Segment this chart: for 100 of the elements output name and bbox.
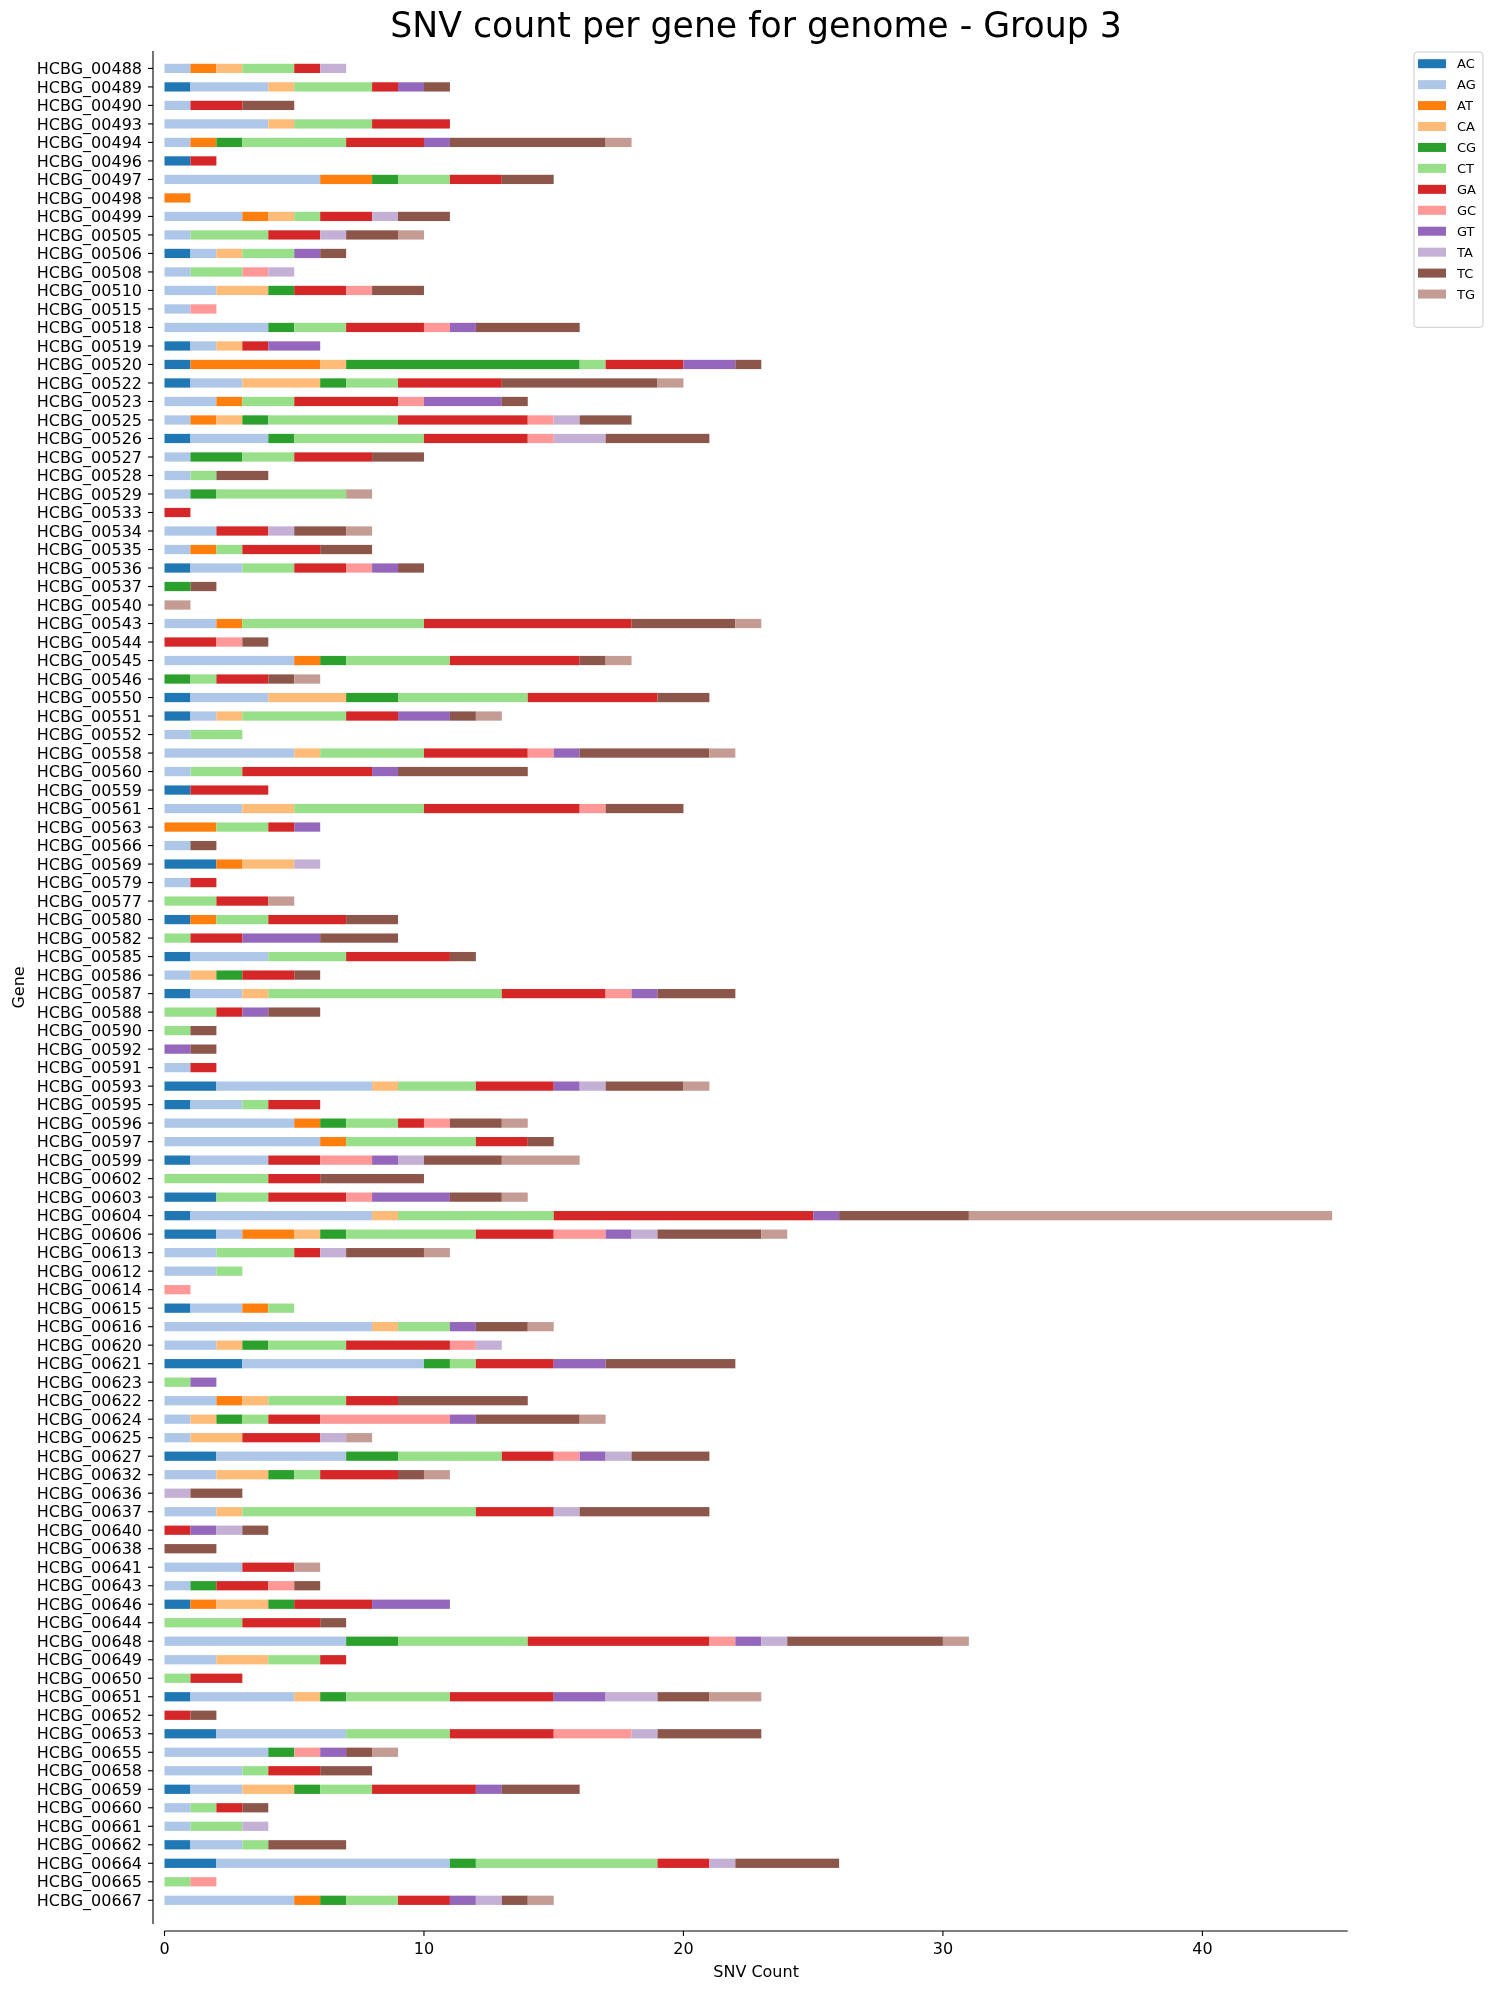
bar (320, 1137, 347, 1147)
bar (553, 433, 606, 444)
bar (501, 1895, 528, 1905)
bar (527, 1322, 554, 1332)
bar (423, 396, 502, 407)
bar (242, 1803, 269, 1813)
bar (579, 655, 606, 666)
y-tick-label: HCBG_00522 (36, 373, 142, 394)
bar (294, 82, 373, 92)
bar (761, 1636, 788, 1646)
bar (423, 82, 450, 92)
bar (164, 507, 191, 518)
bar (346, 1192, 373, 1202)
y-tick-label: HCBG_00580 (36, 910, 142, 931)
bar (398, 1322, 450, 1332)
y-tick-label: HCBG_00518 (36, 318, 142, 339)
bar (683, 1081, 710, 1091)
bar (190, 82, 269, 92)
bar (190, 1803, 217, 1813)
bar (190, 674, 217, 684)
bar (164, 1192, 217, 1202)
bar (164, 637, 217, 647)
bar (294, 248, 321, 259)
bar (346, 322, 424, 333)
bar (190, 766, 243, 777)
bar (164, 655, 295, 666)
bar (553, 1229, 606, 1239)
bar (164, 1340, 217, 1350)
bar (164, 988, 191, 999)
y-tick-label: HCBG_00489 (36, 77, 142, 98)
bar (398, 692, 528, 703)
bar (190, 1599, 217, 1609)
bar (372, 1599, 450, 1609)
bar (449, 951, 476, 962)
bar (164, 1137, 321, 1147)
bar (372, 766, 399, 777)
bar (190, 1303, 243, 1313)
bar (190, 63, 217, 74)
bar (372, 563, 399, 573)
bar (346, 1747, 373, 1757)
bar (423, 618, 632, 629)
bar (242, 803, 295, 814)
bar (346, 230, 399, 240)
bar (735, 1636, 762, 1646)
bar (164, 1414, 191, 1424)
bar (553, 1211, 814, 1221)
bar (320, 1118, 347, 1128)
bar (216, 1525, 243, 1535)
y-tick-label: HCBG_00497 (36, 170, 142, 191)
x-tick-label: 30 (932, 1938, 954, 1958)
bar (164, 1525, 191, 1535)
bar (346, 711, 399, 721)
bar (190, 452, 243, 462)
bar (346, 1729, 450, 1739)
bar (320, 748, 424, 758)
bar (164, 248, 191, 259)
bar (164, 618, 217, 629)
bar (190, 433, 269, 444)
bar (398, 563, 424, 573)
bar (242, 1340, 269, 1350)
bar (164, 970, 191, 980)
y-tick-label: HCBG_00527 (36, 447, 142, 468)
bar (683, 359, 736, 370)
bar (190, 470, 217, 481)
y-tick-label: HCBG_00665 (36, 1872, 142, 1893)
bar (527, 433, 554, 444)
bar (242, 378, 321, 388)
bar (242, 933, 321, 943)
bar (294, 119, 373, 129)
bar (449, 1858, 476, 1868)
y-tick-label: HCBG_00508 (36, 262, 142, 283)
bar (268, 1840, 347, 1850)
y-tick-label: HCBG_00661 (36, 1816, 142, 1837)
y-tick-label: HCBG_00525 (36, 410, 142, 431)
bar (268, 674, 295, 684)
bar (475, 1858, 658, 1868)
bar (190, 1525, 217, 1535)
bar (294, 211, 321, 222)
bar (190, 692, 269, 703)
bar (242, 988, 269, 999)
y-tick-label: HCBG_00533 (36, 503, 142, 524)
bar (398, 766, 528, 777)
bar (216, 1192, 269, 1202)
legend-label: TA (1456, 244, 1473, 260)
y-tick-label: HCBG_00612 (36, 1261, 142, 1282)
bar (501, 1784, 580, 1794)
bar (190, 100, 243, 111)
bar (320, 1155, 373, 1165)
y-tick-label: HCBG_00616 (36, 1317, 142, 1338)
bar (398, 1211, 554, 1221)
bar (216, 544, 243, 555)
bar (346, 1433, 373, 1443)
bar (475, 1137, 528, 1147)
bar (346, 285, 373, 296)
x-tick-label: 20 (673, 1938, 694, 1958)
bar (553, 1507, 580, 1517)
y-tick-label: HCBG_00579 (36, 873, 142, 894)
y-tick-label: HCBG_00650 (36, 1668, 142, 1689)
bar (320, 655, 347, 666)
bar (268, 82, 295, 92)
